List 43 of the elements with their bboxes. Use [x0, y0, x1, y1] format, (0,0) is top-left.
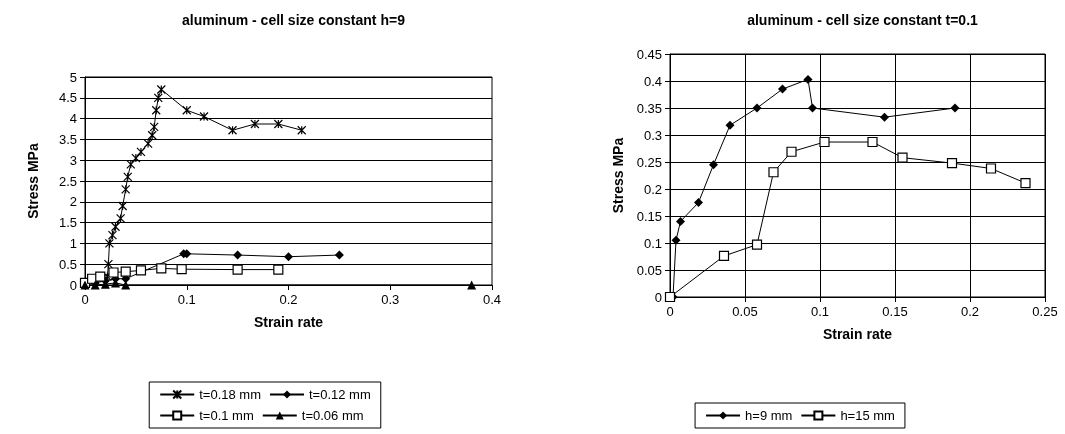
y-tick-label: 2.5 [58, 173, 77, 189]
y-tick-label: 0.2 [643, 181, 662, 197]
y-tick-label: 0.4 [643, 73, 662, 89]
y-tick-label: 0.45 [636, 46, 662, 62]
x-tick-label: 0.2 [960, 304, 980, 319]
x-tick-label: 0.15 [882, 304, 908, 319]
y-tick-label: 0.5 [58, 256, 77, 272]
legend-label: h=9 mm [745, 408, 793, 423]
y-tick-label: 3 [69, 152, 77, 168]
y-tick-label: 0.15 [636, 208, 662, 224]
legend-label: t=0.18 mm [199, 387, 262, 402]
y-tick-label: 1 [69, 235, 77, 251]
x-tick-label: 0.2 [279, 292, 298, 307]
chart-title: aluminum - cell size constant t=0.1 [747, 12, 979, 28]
x-tick-label: 0 [666, 304, 674, 319]
y-tick-label: 3.5 [58, 131, 77, 147]
x-tick-label: 0.3 [381, 292, 400, 307]
x-axis-title: Strain rate [822, 326, 893, 342]
legend-label: h=15 mm [840, 408, 895, 423]
legend-label: t=0.1 mm [199, 408, 254, 423]
x-tick-label: 0.1 [810, 304, 830, 319]
y-axis-title: Stress MPa [610, 137, 626, 214]
x-tick-label: 0.4 [482, 292, 502, 307]
y-tick-label: 2 [69, 194, 77, 210]
y-tick-label: 4.5 [58, 90, 77, 106]
y-tick-label: 0.05 [636, 262, 662, 278]
x-tick-label: 0.25 [1032, 304, 1058, 319]
y-tick-label: 0.1 [643, 235, 662, 251]
x-axis-title: Strain rate [253, 314, 324, 330]
y-tick-label: 0.35 [636, 100, 662, 116]
y-tick-label: 0.3 [643, 127, 662, 143]
y-tick-label: 4 [69, 111, 77, 127]
x-tick-label: 0.1 [177, 292, 196, 307]
y-tick-label: 5 [69, 69, 77, 85]
x-tick-label: 0.05 [732, 304, 758, 319]
legend-label: t=0.12 mm [309, 387, 371, 402]
y-tick-label: 1.5 [58, 215, 77, 231]
legend-label: t=0.06 mm [301, 408, 364, 423]
x-tick-label: 0 [81, 292, 89, 307]
y-axis-title: Stress MPa [25, 143, 41, 219]
y-tick-label: 0.25 [636, 154, 662, 170]
chart-title: aluminum - cell size constant h=9 [182, 12, 406, 28]
y-tick-label: 0 [69, 277, 77, 293]
